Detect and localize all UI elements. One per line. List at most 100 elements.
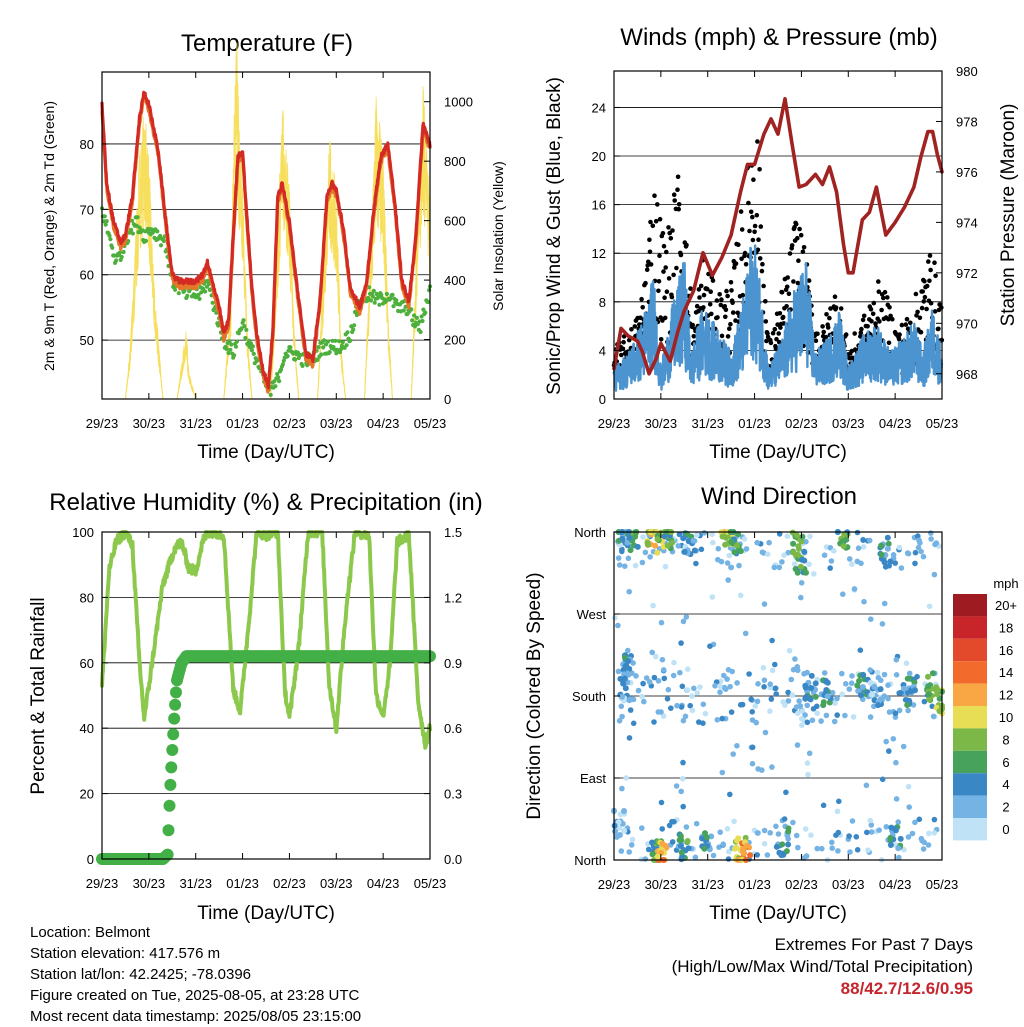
gust-point bbox=[756, 237, 761, 242]
y2-tick-label: 976 bbox=[956, 165, 978, 180]
x-tick-label: 02/23 bbox=[273, 416, 306, 431]
direction-point bbox=[931, 830, 938, 836]
direction-point bbox=[812, 693, 819, 700]
solar-y2-label: Solar Insolation (Yellow) bbox=[490, 161, 506, 311]
dewpoint-point bbox=[268, 392, 273, 397]
direction-point bbox=[793, 532, 800, 539]
gust-point bbox=[773, 346, 779, 352]
direction-point bbox=[689, 693, 695, 699]
dewpoint-point bbox=[229, 342, 234, 347]
direction-point bbox=[730, 751, 736, 757]
direction-point bbox=[693, 560, 699, 567]
precip-y2-ticks: 0.0 0.3 0.6 0.9 1.2 1.5 bbox=[424, 525, 462, 867]
gust-point bbox=[813, 338, 819, 344]
dewpoint-point bbox=[110, 245, 115, 250]
gust-point bbox=[754, 212, 760, 218]
direction-point bbox=[650, 602, 656, 609]
dewpoint-point bbox=[293, 357, 298, 362]
y2-tick-label: 1.2 bbox=[444, 590, 462, 605]
gust-point bbox=[684, 242, 689, 248]
direction-point bbox=[728, 564, 735, 571]
direction-point bbox=[724, 676, 730, 682]
direction-point bbox=[694, 690, 701, 696]
direction-point bbox=[892, 827, 899, 834]
gust-point bbox=[928, 300, 934, 306]
gust-point bbox=[690, 322, 695, 328]
dewpoint-point bbox=[130, 231, 135, 236]
direction-point bbox=[674, 702, 680, 709]
direction-point bbox=[861, 598, 867, 605]
direction-point bbox=[719, 715, 725, 722]
direction-point bbox=[737, 548, 744, 555]
direction-point bbox=[749, 744, 756, 751]
gust-point bbox=[748, 209, 754, 215]
direction-point bbox=[742, 834, 749, 841]
y2-tick-label: 0.3 bbox=[444, 787, 462, 802]
dewpoint-point bbox=[368, 298, 374, 303]
x-tick-label: 04/23 bbox=[879, 416, 912, 431]
temperature-series bbox=[100, 90, 432, 394]
gust-point bbox=[825, 325, 831, 330]
gust-point bbox=[698, 283, 704, 289]
direction-point bbox=[651, 674, 658, 681]
dewpoint-point bbox=[119, 254, 124, 260]
direction-point bbox=[752, 703, 758, 709]
relative-humidity-series bbox=[100, 530, 432, 750]
direction-point bbox=[760, 664, 767, 671]
gust-point bbox=[928, 267, 933, 273]
winds-x-label: Time (Day/UTC) bbox=[709, 442, 847, 463]
dewpoint-point bbox=[285, 354, 290, 359]
direction-point bbox=[819, 845, 825, 852]
direction-point bbox=[901, 685, 907, 692]
dewpoint-point bbox=[242, 324, 247, 329]
gust-point bbox=[795, 235, 800, 241]
direction-point bbox=[829, 845, 835, 851]
pressure-line bbox=[612, 97, 944, 376]
direction-point bbox=[856, 678, 862, 684]
gust-point bbox=[868, 307, 874, 312]
direction-point bbox=[801, 548, 808, 555]
direction-point bbox=[625, 555, 632, 562]
gust-point bbox=[933, 273, 938, 279]
x-tick-label: 03/23 bbox=[832, 416, 865, 431]
direction-point bbox=[850, 714, 857, 720]
direction-point bbox=[692, 854, 699, 861]
precip-point bbox=[168, 712, 181, 725]
gust-point bbox=[870, 311, 876, 317]
dewpoint-point bbox=[316, 345, 321, 350]
gust-point bbox=[908, 320, 913, 326]
solar-line bbox=[101, 42, 431, 400]
dewpoint-point bbox=[322, 338, 327, 343]
direction-point bbox=[630, 720, 637, 727]
direction-point bbox=[668, 705, 674, 711]
direction-point bbox=[691, 685, 697, 692]
y2-tick-label: 968 bbox=[956, 367, 978, 382]
direction-point bbox=[654, 853, 661, 860]
direction-point bbox=[665, 686, 672, 693]
direction-point bbox=[749, 709, 755, 715]
gust-point bbox=[668, 236, 674, 241]
gust-point bbox=[725, 293, 730, 299]
direction-point bbox=[874, 669, 881, 676]
legend-swatch bbox=[953, 773, 987, 796]
direction-point bbox=[823, 712, 830, 719]
direction-point bbox=[709, 531, 715, 538]
dewpoint-point bbox=[345, 330, 350, 335]
direction-point bbox=[773, 691, 779, 697]
direction-point bbox=[808, 672, 815, 679]
direction-point bbox=[916, 816, 923, 823]
dewpoint-point bbox=[420, 318, 425, 324]
dewpoint-point bbox=[114, 258, 119, 263]
dewpoint-point bbox=[348, 338, 353, 343]
dewpoint-point bbox=[103, 222, 108, 227]
humidity-y-label: Percent & Total Rainfall bbox=[28, 597, 49, 794]
gust-point bbox=[676, 206, 681, 212]
legend-swatch bbox=[953, 728, 987, 751]
direction-point bbox=[767, 830, 773, 836]
direction-point bbox=[920, 846, 927, 852]
direction-point bbox=[928, 536, 934, 542]
y2-tick-label: 200 bbox=[444, 333, 466, 348]
dewpoint-point bbox=[327, 350, 332, 355]
direction-point bbox=[623, 775, 629, 781]
dewpoint-point bbox=[337, 339, 342, 344]
